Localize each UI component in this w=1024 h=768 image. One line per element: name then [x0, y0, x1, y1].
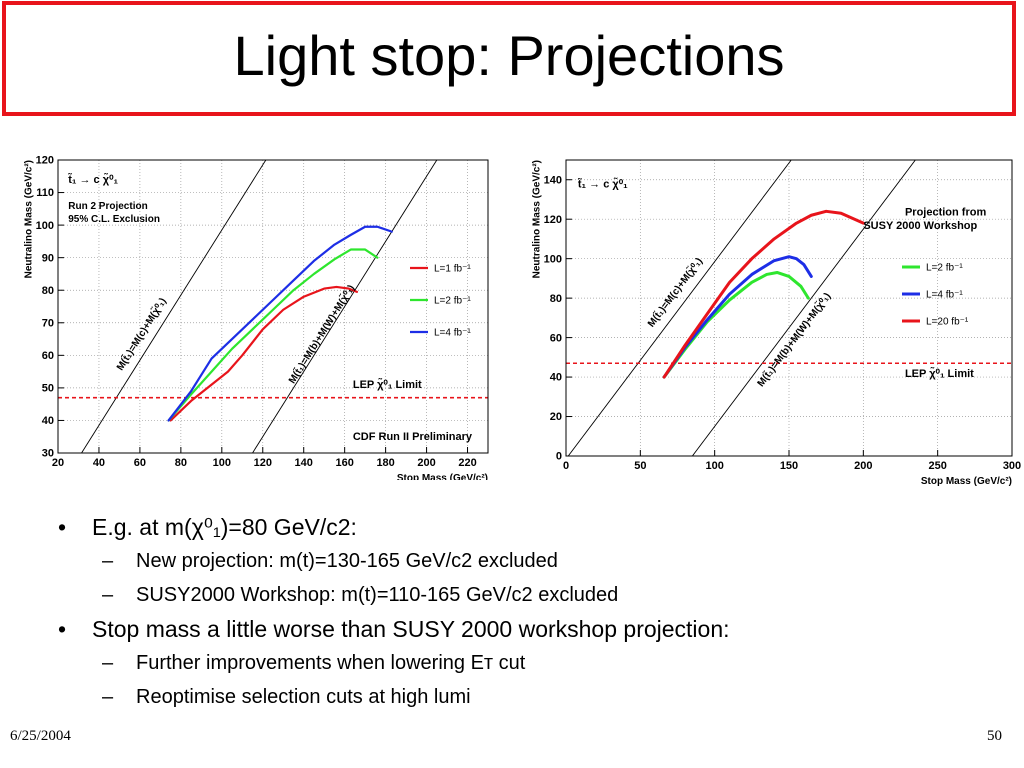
series-line-red [662, 209, 865, 379]
sub-bullet-item: Reoptimise selection cuts at high lumi [44, 680, 1004, 714]
legend-label: L=20 fb⁻¹ [926, 317, 969, 328]
x-tick-label: 220 [458, 457, 476, 469]
lep-label: LEP χ̃⁰₁ Limit [353, 378, 422, 391]
kinematic-limit-line [81, 160, 267, 453]
x-tick-label: 40 [93, 457, 105, 469]
x-tick-label: 100 [705, 460, 723, 472]
y-tick-label: 90 [42, 252, 54, 264]
decay-label: t̃₁ → c χ̃⁰₁ [68, 173, 118, 186]
legend-title: Projection from [905, 206, 987, 218]
legend-label: L=2 fb⁻¹ [926, 263, 963, 274]
diagonal-label: M(t̃₁)=M(c)+M(χ̃⁰₁) [113, 295, 169, 373]
y-tick-label: 80 [42, 285, 54, 297]
left-chart: 20 40 60 80 100 120 140 160 180 200 220 30 40 50 60 70 8… [24, 155, 489, 480]
diagonal-label: M(t̃₁)=M(c)+M(χ̃⁰₁) [644, 255, 705, 330]
bullet-item: Stop mass a little worse than SUSY 2000 … [44, 612, 1004, 646]
legend-label: L=2 fb⁻¹ [434, 296, 471, 307]
x-tick-label: 50 [634, 460, 646, 472]
y-tick-label: 60 [42, 350, 54, 362]
lep-label: LEP χ̃⁰₁ Limit [905, 367, 974, 380]
x-tick-label: 0 [563, 460, 569, 472]
plot-area [566, 160, 1012, 456]
x-tick-label: 140 [295, 457, 313, 469]
x-tick-label: 120 [254, 457, 272, 469]
decay-label: t̃₁ → c χ̃⁰₁ [578, 178, 628, 191]
legend-title: SUSY 2000 Workshop [863, 220, 977, 232]
x-tick-label: 150 [780, 460, 798, 472]
x-tick-label: 160 [335, 457, 353, 469]
y-axis-label: Neutralino Mass (GeV/c²) [532, 160, 543, 278]
legend-label: L=4 fb⁻¹ [434, 328, 471, 339]
y-tick-label: 30 [42, 448, 54, 460]
y-tick-label: 40 [42, 415, 54, 427]
sub-bullet-item: Further improvements when lowering Eᴛ cu… [44, 646, 1004, 680]
x-tick-label: 20 [52, 457, 64, 469]
y-tick-label: 110 [36, 187, 54, 199]
annotation-projection: Run 2 Projection [68, 201, 147, 212]
legend-label: L=1 fb⁻¹ [434, 264, 471, 275]
y-tick-label: 40 [550, 372, 562, 384]
x-tick-label: 80 [175, 457, 187, 469]
y-tick-label: 120 [544, 214, 562, 226]
y-tick-label: 120 [36, 155, 54, 167]
x-tick-label: 180 [376, 457, 394, 469]
title-box: Light stop: Projections [2, 1, 1016, 116]
x-tick-label: 200 [854, 460, 872, 472]
slide-title: Light stop: Projections [233, 24, 785, 87]
y-tick-label: 20 [550, 411, 562, 423]
x-tick-label: 250 [928, 460, 946, 472]
y-tick-label: 0 [556, 451, 562, 463]
annotation-preliminary: CDF Run II Preliminary [353, 431, 473, 443]
y-tick-label: 70 [42, 317, 54, 329]
sub-bullet-item: SUSY2000 Workshop: m(t)=110-165 GeV/c2 e… [44, 578, 1004, 612]
y-tick-label: 100 [36, 220, 54, 232]
plot-frame [57, 159, 489, 454]
kinematic-limit-line [252, 160, 438, 453]
x-axis-label: Stop Mass (GeV/c²) [921, 476, 1012, 487]
footer-date: 6/25/2004 [10, 728, 71, 744]
bullet-list: E.g. at m(χ⁰₁)=80 GeV/c2: New projection… [44, 510, 1004, 714]
diagonal-label: M(t̃₁)=M(b)+M(W)+M(χ̃⁰₁) [754, 290, 833, 389]
bullet-item: E.g. at m(χ⁰₁)=80 GeV/c2: [44, 510, 1004, 544]
x-axis-label: Stop Mass (GeV/c²) [397, 473, 488, 480]
kinematic-limit-line [692, 160, 916, 456]
y-tick-label: 140 [544, 174, 562, 186]
y-tick-label: 80 [550, 293, 562, 305]
annotation-exclusion: 95% C.L. Exclusion [68, 214, 160, 225]
x-tick-label: 300 [1003, 460, 1021, 472]
y-axis-label: Neutralino Mass (GeV/c²) [24, 160, 35, 278]
kinematic-limit-line [567, 160, 792, 456]
plot-area [58, 160, 488, 453]
x-tick-label: 200 [417, 457, 435, 469]
y-tick-label: 60 [550, 332, 562, 344]
series-line-red [169, 285, 359, 422]
sub-bullet-item: New projection: m(t)=130-165 GeV/c2 excl… [44, 544, 1004, 578]
diagonal-label: M(t̃₁)=M(b)+M(W)+M(χ̃⁰₁) [285, 282, 357, 386]
series-line-blue [167, 225, 393, 422]
series-line-blue [662, 255, 813, 379]
y-tick-label: 100 [544, 253, 562, 265]
x-tick-label: 100 [213, 457, 231, 469]
x-tick-label: 60 [134, 457, 146, 469]
right-chart: 0 50 100 150 200 250 300 0 20 40 60 80 100 120 140 Stop… [532, 159, 1021, 487]
legend-label: L=4 fb⁻¹ [926, 290, 963, 301]
page-number: 50 [987, 728, 1002, 744]
series-line-green [167, 248, 379, 422]
y-tick-label: 50 [42, 383, 54, 395]
